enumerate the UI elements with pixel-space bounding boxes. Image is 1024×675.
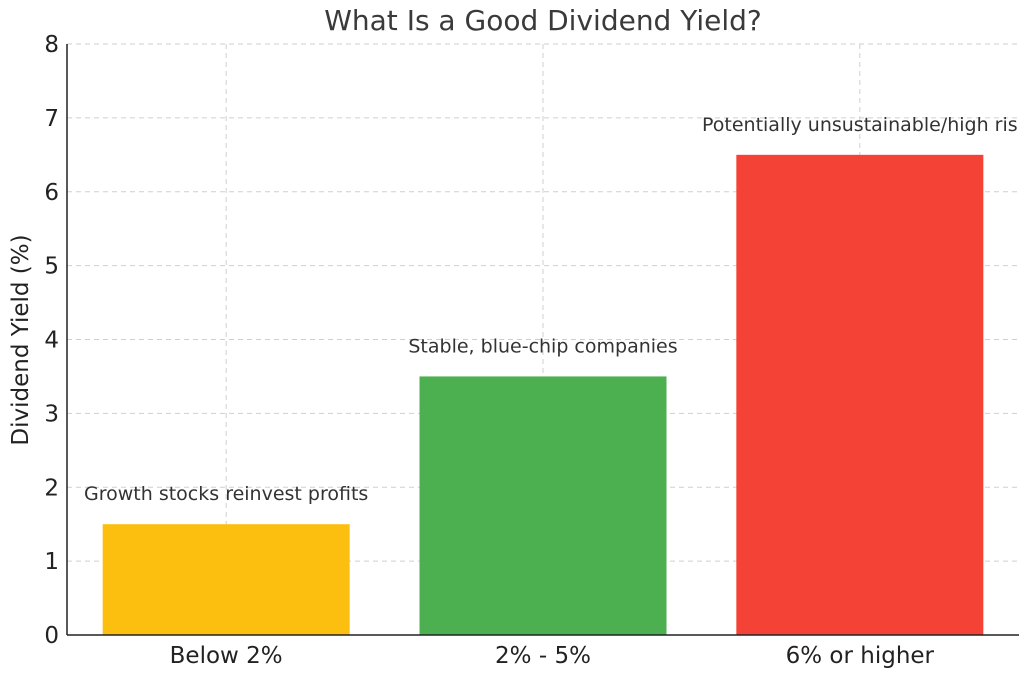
x-tick-label: 2% - 5% — [495, 643, 591, 669]
y-tick-label: 6 — [44, 180, 59, 206]
y-tick-labels: 0 1 2 3 4 5 6 7 8 — [44, 32, 59, 649]
x-tick-label: 6% or higher — [786, 643, 935, 669]
y-tick-label: 5 — [44, 254, 59, 280]
bar — [419, 376, 667, 635]
y-tick-label: 2 — [44, 475, 59, 501]
y-tick-label: 8 — [44, 32, 59, 58]
bar-layer — [102, 154, 984, 635]
x-tick-label: Below 2% — [170, 643, 283, 669]
annotation-layer: Growth stocks reinvest profits Stable, bl… — [84, 114, 1018, 505]
x-tick-labels: Below 2% 2% - 5% 6% or higher — [170, 643, 935, 669]
bar-annotation: Growth stocks reinvest profits — [84, 483, 368, 505]
y-tick-label: 3 — [44, 401, 59, 427]
y-tick-label: 0 — [44, 623, 59, 649]
y-tick-label: 7 — [44, 106, 59, 132]
bar — [736, 154, 984, 635]
bar — [102, 524, 350, 635]
y-tick-label: 1 — [44, 549, 59, 575]
y-tick-label: 4 — [44, 328, 59, 354]
bar-annotation: Potentially unsustainable/high ris — [702, 114, 1018, 136]
bar-annotation: Stable, blue-chip companies — [408, 335, 677, 357]
chart-title: What Is a Good Dividend Yield? — [324, 4, 762, 37]
y-axis-label: Dividend Yield (%) — [8, 234, 34, 445]
